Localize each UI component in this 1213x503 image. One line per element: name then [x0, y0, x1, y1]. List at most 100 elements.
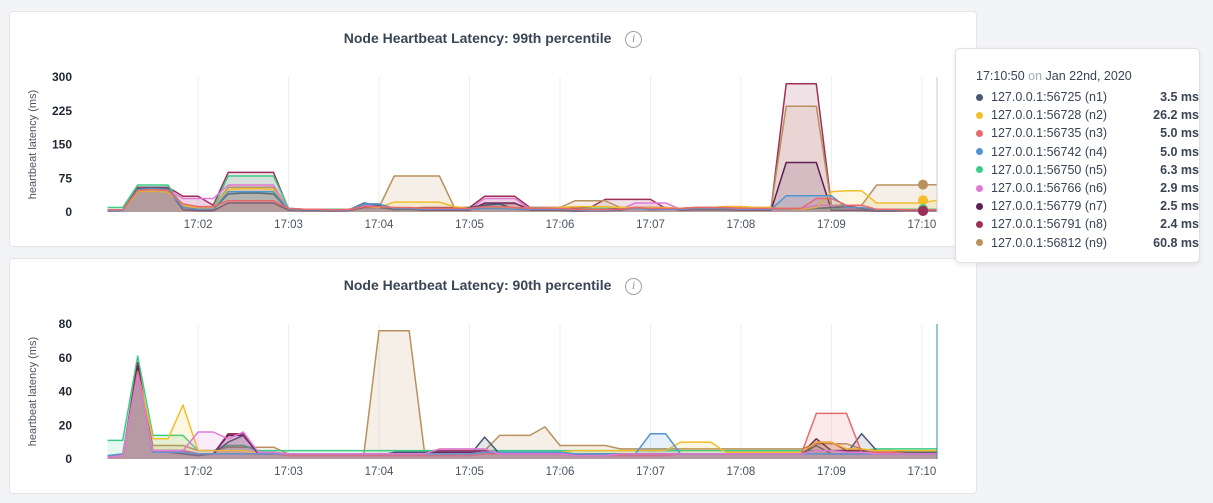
- series-area: [107, 187, 938, 212]
- y-tick-label: 225: [52, 104, 72, 118]
- series-area: [107, 356, 938, 459]
- tooltip-series-value: 2.5 ms: [1160, 199, 1199, 214]
- y-tick-label: 300: [52, 70, 72, 84]
- tooltip-series-value: 60.8 ms: [1153, 235, 1199, 250]
- series-area: [107, 371, 938, 459]
- chart-p99[interactable]: 17:02 17:03 17:04 17:05 17:06 17:07 17:08 17:09…: [10, 12, 976, 246]
- series-dot-icon: [976, 166, 983, 174]
- series-dot-icon: [976, 129, 983, 137]
- chart-card-p90: Node Heartbeat Latency: 90th percentile …: [9, 258, 977, 494]
- info-icon[interactable]: i: [625, 31, 643, 48]
- series-dot-icon: [976, 184, 983, 192]
- series-area: [107, 374, 938, 459]
- tooltip-series-name: 127.0.0.1:56791 (n8): [991, 217, 1108, 232]
- chart-card-p99: Node Heartbeat Latency: 99th percentile …: [9, 11, 977, 247]
- x-tick-label: 17:02: [184, 219, 213, 231]
- y-tick-label: 20: [59, 418, 73, 432]
- chart-title: Node Heartbeat Latency: 90th percentile …: [10, 277, 976, 295]
- series-line: [107, 373, 937, 459]
- x-tick-label: 17:05: [455, 219, 484, 231]
- x-tick-label: 17:10: [908, 466, 937, 478]
- x-tick-label: 17:05: [455, 466, 484, 478]
- tooltip-series-name: 127.0.0.1:56779 (n7): [991, 199, 1108, 214]
- chart-p90[interactable]: 17:02 17:03 17:04 17:05 17:06 17:07 17:08 17:09…: [10, 259, 976, 493]
- chart-title-text: Node Heartbeat Latency: 90th percentile: [343, 277, 612, 293]
- y-axis-label: heartbeat latency (ms): [27, 337, 39, 446]
- x-tick-label: 17:03: [274, 219, 303, 231]
- series-area: [107, 371, 938, 459]
- hover-marker: [918, 205, 929, 216]
- series-dot-icon: [976, 239, 983, 247]
- x-tick-label: 17:04: [365, 466, 394, 478]
- tooltip-series-value: 5.0 ms: [1160, 144, 1199, 159]
- tooltip-time: 17:10:50: [976, 69, 1025, 83]
- chart-title-text: Node Heartbeat Latency: 99th percentile: [343, 30, 612, 46]
- tooltip-row: 127.0.0.1:56742 (n4) 5.0 ms: [976, 143, 1199, 161]
- series-line: [107, 83, 937, 212]
- hover-marker: [918, 179, 929, 190]
- tooltip-series-name: 127.0.0.1:56750 (n5): [991, 162, 1108, 177]
- y-axis-label: heartbeat latency (ms): [27, 90, 39, 199]
- x-tick-label: 17:04: [365, 219, 394, 231]
- tooltip-series-name: 127.0.0.1:56725 (n1): [991, 90, 1108, 105]
- x-tick-label: 17:02: [184, 466, 213, 478]
- series-area: [107, 189, 938, 212]
- y-tick-label: 0: [65, 452, 72, 466]
- tooltip-row: 127.0.0.1:56728 (n2) 26.2 ms: [976, 106, 1199, 124]
- series-line: [107, 161, 937, 212]
- chart-title: Node Heartbeat Latency: 99th percentile …: [10, 30, 976, 48]
- series-dot-icon: [976, 202, 983, 210]
- x-tick-label: 17:09: [817, 466, 846, 478]
- series-line: [107, 355, 937, 452]
- tooltip-series-name: 127.0.0.1:56742 (n4): [991, 144, 1108, 159]
- tooltip-row: 127.0.0.1:56812 (n9) 60.8 ms: [976, 234, 1199, 252]
- grid: [197, 77, 923, 212]
- tooltip-series-name: 127.0.0.1:56766 (n6): [991, 181, 1108, 196]
- tooltip-row: 127.0.0.1:56750 (n5) 6.3 ms: [976, 161, 1199, 179]
- x-tick-label: 17:06: [546, 219, 575, 231]
- tooltip-series-name: 127.0.0.1:56728 (n2): [991, 108, 1108, 123]
- tooltip-series-value: 26.2 ms: [1153, 108, 1199, 123]
- tooltip-header: 17:10:50 on Jan 22nd, 2020: [976, 69, 1199, 83]
- x-tick-label: 17:08: [727, 219, 756, 231]
- tooltip-row: 127.0.0.1:56735 (n3) 5.0 ms: [976, 124, 1199, 142]
- x-tick-label: 17:03: [274, 466, 303, 478]
- series-dot-icon: [976, 111, 983, 119]
- tooltip-rows: 127.0.0.1:56725 (n1) 3.5 ms 127.0.0.1:5672…: [976, 88, 1199, 252]
- x-tick-label: 17:07: [636, 466, 665, 478]
- y-tick-label: 0: [65, 205, 72, 219]
- tooltip-series-name: 127.0.0.1:56735 (n3): [991, 126, 1108, 141]
- series-line: [107, 105, 938, 212]
- y-tick-label: 80: [59, 317, 73, 331]
- tooltip-row: 127.0.0.1:56725 (n1) 3.5 ms: [976, 88, 1199, 106]
- tooltip-series-value: 2.9 ms: [1160, 181, 1199, 196]
- grid: [197, 324, 923, 459]
- tooltip-row: 127.0.0.1:56779 (n7) 2.5 ms: [976, 197, 1199, 215]
- tooltip-series-value: 6.3 ms: [1160, 162, 1199, 177]
- x-tick-label: 17:09: [817, 219, 846, 231]
- y-tick-label: 40: [59, 385, 73, 399]
- y-tick-label: 150: [52, 138, 72, 152]
- series-line: [107, 187, 937, 212]
- series-line: [107, 330, 937, 459]
- hover-marker: [918, 195, 929, 206]
- y-tick-label: 60: [59, 351, 73, 365]
- tooltip-series-value: 5.0 ms: [1160, 126, 1199, 141]
- tooltip-series-name: 127.0.0.1:56812 (n9): [991, 235, 1108, 250]
- x-tick-label: 17:07: [636, 219, 665, 231]
- series-area: [107, 366, 938, 459]
- y-tick-label: 75: [59, 171, 73, 185]
- x-tick-label: 17:08: [727, 466, 756, 478]
- series-dot-icon: [976, 93, 983, 101]
- hover-tooltip: 17:10:50 on Jan 22nd, 2020 127.0.0.1:567…: [955, 48, 1200, 263]
- tooltip-series-value: 2.4 ms: [1160, 217, 1199, 232]
- tooltip-on-word: on: [1028, 69, 1043, 83]
- x-tick-label: 17:06: [546, 466, 575, 478]
- series-line: [107, 188, 937, 211]
- series-dot-icon: [976, 148, 983, 156]
- tooltip-row: 127.0.0.1:56791 (n8) 2.4 ms: [976, 215, 1199, 233]
- series-dot-icon: [976, 220, 983, 228]
- tooltip-series-value: 3.5 ms: [1160, 90, 1199, 105]
- info-icon[interactable]: i: [625, 278, 643, 295]
- tooltip-row: 127.0.0.1:56766 (n6) 2.9 ms: [976, 179, 1199, 197]
